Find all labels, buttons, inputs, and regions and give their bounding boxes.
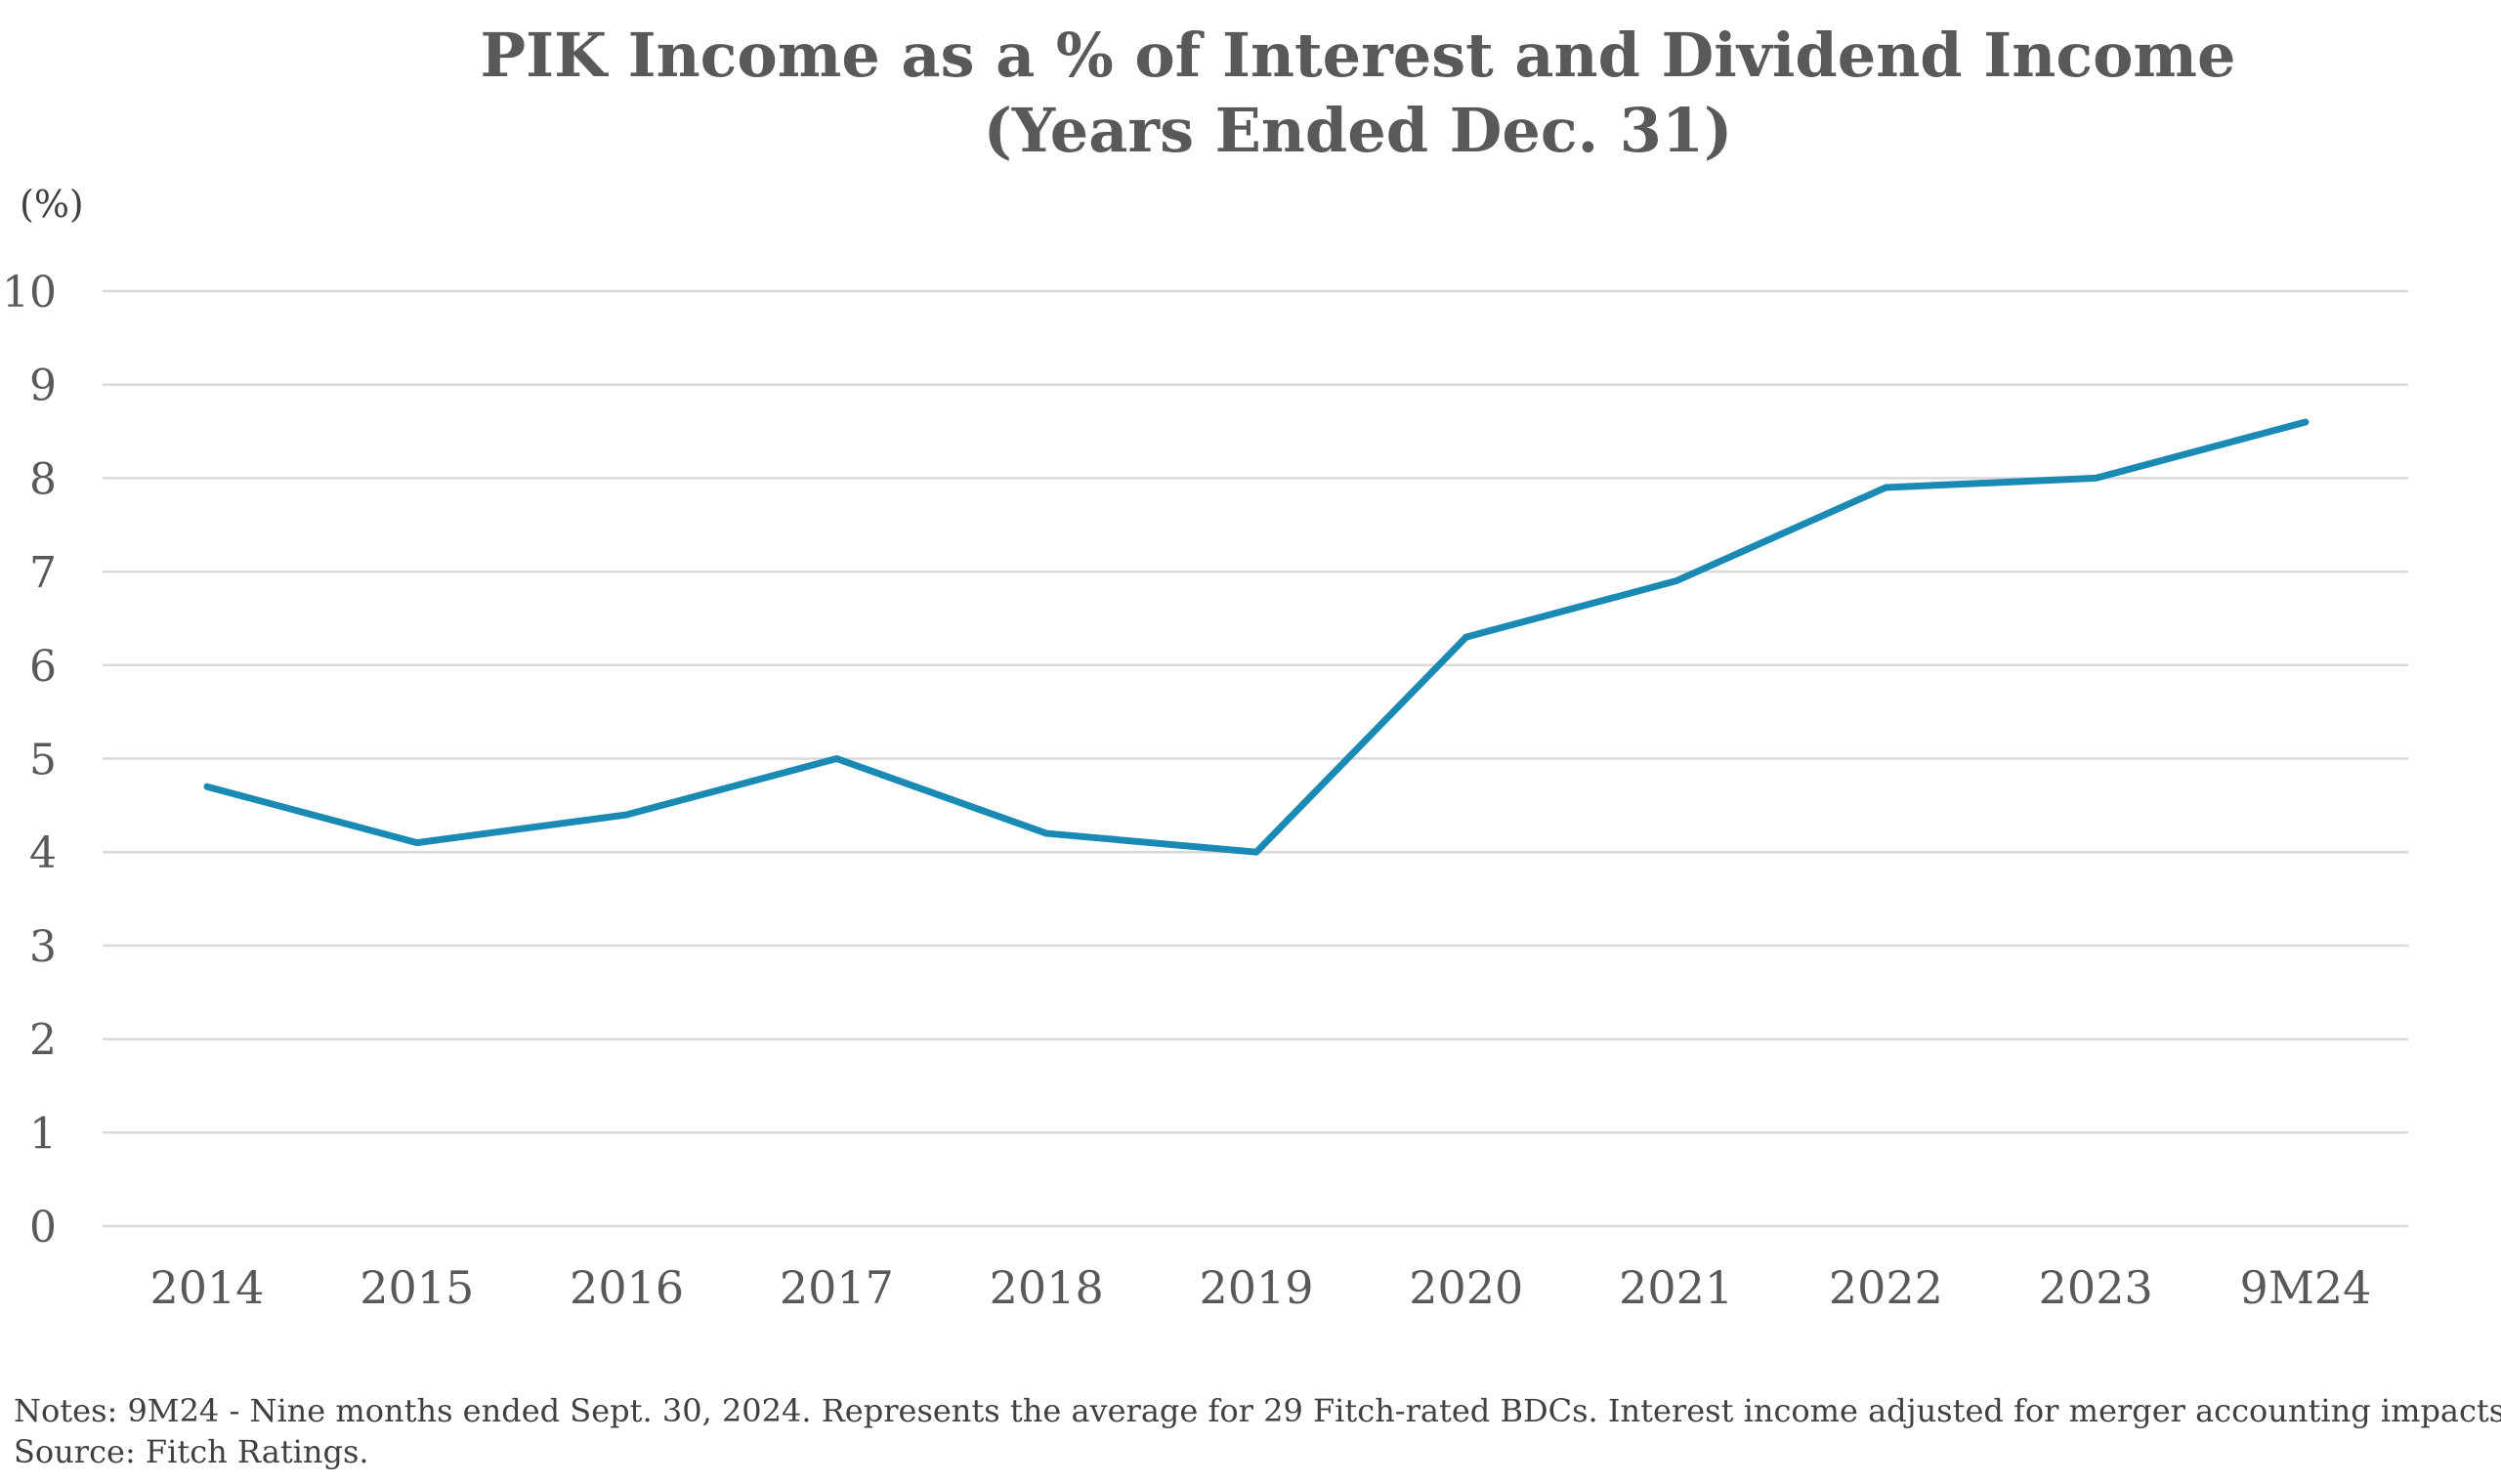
x-tick-label: 2016 — [570, 1261, 684, 1314]
y-tick-label: 7 — [29, 548, 57, 598]
x-tick-label: 2020 — [1409, 1261, 1523, 1314]
data-point — [1675, 580, 1677, 582]
x-tick-label: 2019 — [1199, 1261, 1313, 1314]
x-tick-label: 2014 — [149, 1261, 264, 1314]
data-point — [1465, 636, 1467, 638]
chart-notes: Notes: 9M24 - Nine months ended Sept. 30… — [14, 1392, 2501, 1470]
chart-title-line-1: PIK Income as a % of Interest and Divide… — [481, 20, 2236, 91]
y-axis-unit-label: (%) — [20, 183, 84, 226]
x-tick-label: 2015 — [360, 1261, 474, 1314]
data-point — [206, 785, 208, 787]
series-line — [203, 418, 2310, 856]
x-tick-label: 2018 — [990, 1261, 1104, 1314]
data-point — [1255, 851, 1257, 853]
y-tick-label: 6 — [29, 642, 57, 692]
data-point — [416, 842, 418, 844]
data-point — [2095, 477, 2097, 479]
chart-title: PIK Income as a % of Interest and Divide… — [481, 20, 2236, 166]
source-line: Source: Fitch Ratings. — [14, 1433, 369, 1470]
data-point — [835, 758, 837, 759]
notes-line: Notes: 9M24 - Nine months ended Sept. 30… — [14, 1392, 2501, 1429]
data-point — [1045, 832, 1047, 834]
x-tick-label: 2023 — [2039, 1261, 2153, 1314]
y-tick-label: 4 — [29, 828, 57, 878]
y-tick-label: 2 — [29, 1016, 57, 1066]
y-tick-label: 1 — [29, 1109, 57, 1159]
x-tick-label: 9M24 — [2240, 1261, 2372, 1314]
y-tick-label: 9 — [29, 361, 57, 411]
x-tick-label: 2022 — [1829, 1261, 1943, 1314]
data-point — [626, 814, 628, 816]
y-tick-label: 10 — [2, 268, 57, 318]
x-tick-label: 2017 — [780, 1261, 894, 1314]
data-point — [2305, 421, 2307, 423]
x-tick-label: 2021 — [1619, 1261, 1733, 1314]
y-tick-label: 8 — [29, 454, 57, 504]
gridlines — [103, 289, 2408, 1228]
x-axis-ticks: 2014 2015 2016 2017 2018 2019 2020 2021 2022 2023… — [149, 1261, 2371, 1314]
series-group — [203, 418, 2310, 856]
y-tick-label: 3 — [29, 922, 57, 972]
y-tick-label: 0 — [29, 1203, 57, 1252]
y-tick-label: 5 — [29, 736, 57, 785]
y-axis-ticks: 0 1 2 3 4 5 6 7 8 9 10 — [2, 268, 57, 1252]
chart-title-line-2: (Years Ended Dec. 31) — [984, 95, 1733, 166]
